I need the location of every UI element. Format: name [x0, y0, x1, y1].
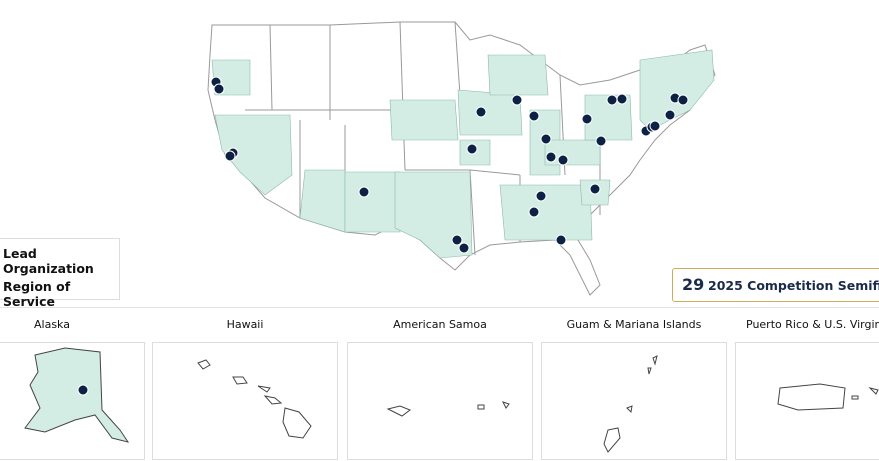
- inset-frame: [735, 342, 879, 460]
- lead-organization-dots: [77, 76, 689, 396]
- counter-value: 29: [682, 275, 705, 294]
- inset-label: Alaska: [34, 318, 70, 331]
- inset-label: American Samoa: [393, 318, 487, 331]
- counter-label: 2025 Competition Semifinalists: [708, 278, 879, 293]
- counter: 29 2025 Competition Semifinalists: [672, 268, 879, 302]
- inset-frame: [0, 342, 145, 460]
- inset-frame: [541, 342, 727, 460]
- legend-item[interactable]: Lead Organization: [3, 246, 94, 276]
- legend: Lead Organization Region of Service: [0, 238, 120, 309]
- inset-label: Guam & Mariana Islands: [566, 318, 702, 331]
- inset-outlines: [24, 347, 879, 453]
- legend-item[interactable]: Region of Service: [3, 279, 71, 309]
- inset-frame: [347, 342, 533, 460]
- inset-label: Hawaii: [226, 318, 264, 331]
- inset-label: Puerto Rico & U.S. Virgin Islands: [746, 318, 879, 331]
- service-regions: [211, 49, 715, 259]
- inset-frame: [152, 342, 338, 460]
- separator: [0, 307, 879, 308]
